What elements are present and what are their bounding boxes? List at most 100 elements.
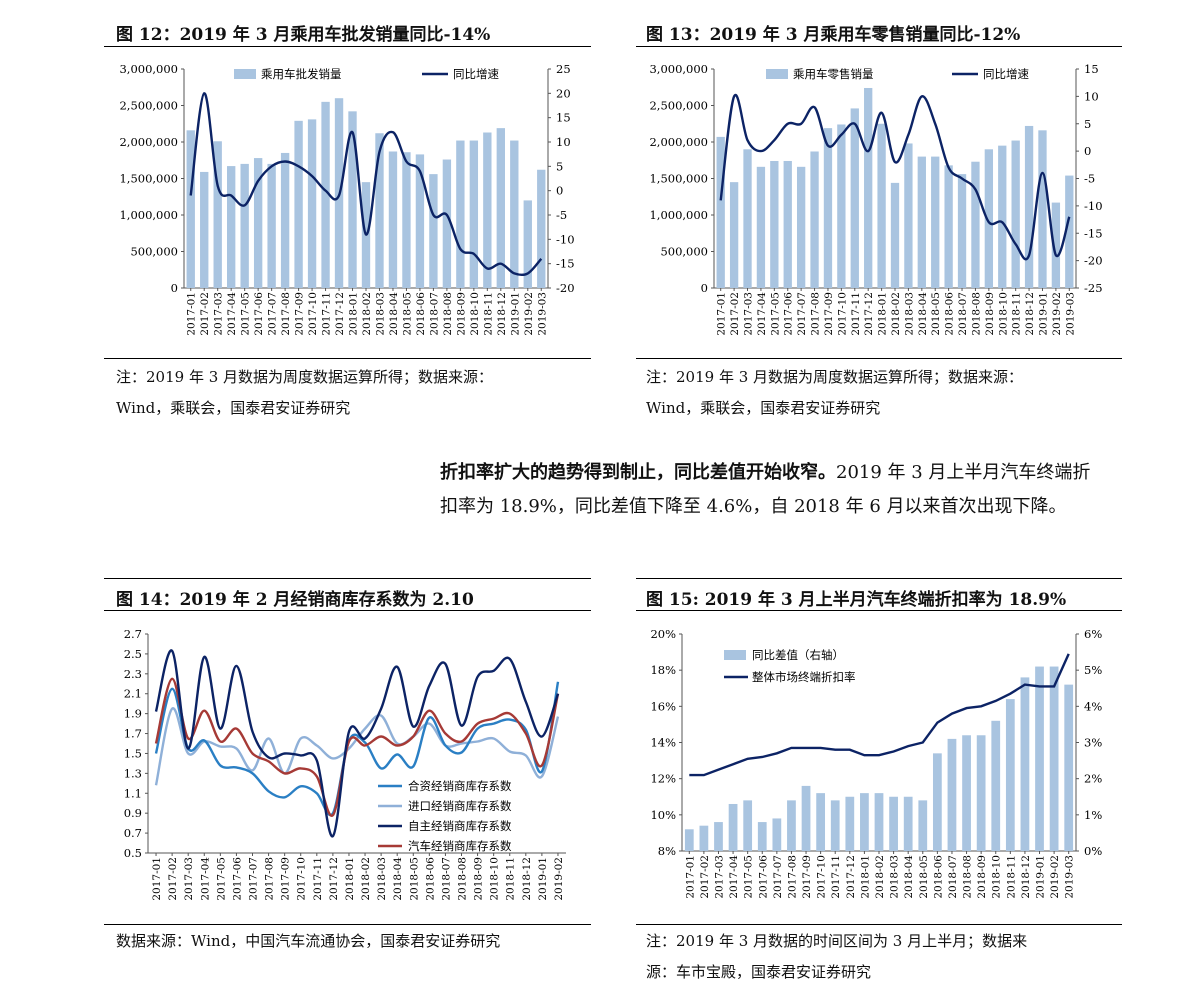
x-tick-label: 2017-05 — [215, 857, 227, 901]
legend-swatch — [234, 69, 256, 79]
legend-label: 整体市场终端折扣率 — [752, 670, 856, 684]
x-tick-label: 2018-07 — [440, 857, 452, 901]
bar — [957, 174, 967, 288]
bar — [200, 171, 209, 288]
line-series — [154, 649, 560, 838]
x-tick-label: 2017-12 — [845, 855, 857, 899]
x-tick-label: 2018-11 — [482, 292, 494, 336]
bar — [874, 793, 884, 851]
y-right-tick-label: -15 — [1084, 226, 1103, 240]
y-right-tick-label: 5 — [556, 159, 563, 173]
bar — [877, 123, 886, 288]
x-tick-label: 2017-11 — [830, 855, 842, 899]
x-tick-label: 2018-05 — [408, 857, 420, 901]
y-left-tick-label: 3,000,000 — [119, 62, 178, 76]
bar — [860, 793, 869, 851]
bar — [890, 182, 900, 288]
legend-label: 自主经销商库存系数 — [408, 819, 512, 833]
bar — [537, 169, 546, 288]
bar — [729, 182, 739, 288]
y-left-tick-label: 12% — [650, 772, 676, 786]
y-left-tick-label: 2,500,000 — [119, 99, 178, 113]
bar — [962, 735, 971, 851]
x-tick-label: 2018-12 — [1020, 855, 1032, 899]
bar — [783, 160, 792, 288]
bar — [186, 130, 195, 288]
y-tick-label: 0.5 — [124, 846, 142, 860]
x-tick-label: 2018-12 — [521, 857, 533, 901]
y-right-tick-label: 2% — [1084, 772, 1102, 786]
bar — [213, 141, 222, 288]
x-tick-label: 2017-04 — [728, 855, 740, 899]
legend-label: 汽车经销商库存系数 — [408, 839, 512, 853]
x-tick-label: 2018-01 — [348, 292, 360, 336]
x-tick-label: 2018-03 — [903, 292, 915, 336]
bar — [496, 128, 505, 288]
x-tick-label: 2017-08 — [786, 855, 798, 899]
x-tick-label: 2017-07 — [267, 292, 279, 336]
y-left-tick-label: 2,000,000 — [119, 135, 178, 149]
bar — [1024, 125, 1034, 288]
x-tick-label: 2017-11 — [850, 292, 862, 336]
x-tick-label: 2018-10 — [991, 855, 1003, 899]
x-tick-label: 2017-02 — [199, 292, 211, 336]
x-tick-label: 2018-01 — [344, 857, 356, 901]
bar — [1065, 175, 1074, 288]
y-left-tick-label: 1,500,000 — [119, 172, 178, 186]
note-line: 注：2019 年 3 月数据的时间区间为 3 月上半月；数据来 — [646, 932, 1028, 950]
x-tick-label: 2018-08 — [457, 857, 469, 901]
figure-13-note: 注：2019 年 3 月数据为周度数据运算所得；数据来源： Wind，乘联会，国… — [646, 362, 1023, 424]
x-tick-label: 2017-08 — [280, 292, 292, 336]
x-tick-label: 2017-07 — [796, 292, 808, 336]
x-tick-label: 2017-04 — [199, 857, 211, 901]
bar — [787, 800, 796, 851]
figure-14-top-rule — [104, 578, 591, 579]
y-right-tick-label: 10 — [556, 135, 571, 149]
legend-label: 乘用车零售销量 — [793, 67, 874, 81]
figure-14-note: 数据来源：Wind，中国汽车流通协会，国泰君安证券研究 — [116, 926, 500, 957]
y-right-tick-label: -10 — [1084, 199, 1103, 213]
y-tick-label: 1.9 — [124, 707, 142, 721]
y-right-tick-label: -15 — [556, 257, 575, 271]
x-tick-label: 2017-03 — [713, 855, 725, 899]
bar — [889, 796, 898, 851]
x-tick-label: 2018-08 — [962, 855, 974, 899]
y-tick-label: 1.1 — [124, 786, 142, 800]
bar — [918, 800, 928, 851]
x-tick-label: 2017-02 — [167, 857, 179, 901]
bar — [931, 156, 940, 288]
y-tick-label: 2.1 — [124, 687, 142, 701]
figure-15-note: 注：2019 年 3 月数据的时间区间为 3 月上半月；数据来 源：车市宝殿，国… — [646, 926, 1027, 988]
bar — [772, 818, 782, 851]
y-right-tick-label: 10 — [1084, 89, 1099, 103]
x-tick-label: 2019-01 — [509, 292, 521, 336]
figure-15-top-rule — [636, 578, 1122, 579]
x-tick-label: 2017-06 — [783, 292, 795, 336]
x-tick-label: 2018-08 — [970, 292, 982, 336]
line-series — [154, 677, 560, 817]
y-left-tick-label: 18% — [650, 663, 676, 677]
x-tick-label: 2018-01 — [859, 855, 871, 899]
x-tick-label: 2017-01 — [716, 292, 728, 336]
x-tick-label: 2018-07 — [957, 292, 969, 336]
x-tick-label: 2017-04 — [226, 292, 238, 336]
line-series — [189, 92, 543, 277]
x-tick-label: 2017-09 — [823, 292, 835, 336]
x-tick-label: 2018-12 — [1024, 292, 1036, 336]
x-tick-label: 2018-03 — [376, 857, 388, 901]
bar — [903, 796, 913, 851]
figure-12-title: 图 12：2019 年 3 月乘用车批发销量同比-14% — [116, 25, 491, 45]
x-tick-label: 2017-06 — [253, 292, 265, 336]
x-tick-label: 2017-05 — [769, 292, 781, 336]
x-tick-label: 2018-11 — [1011, 292, 1023, 336]
note-line: 注：2019 年 3 月数据为周度数据运算所得；数据来源： — [646, 368, 1024, 386]
x-tick-label: 2017-03 — [213, 292, 225, 336]
bar — [756, 166, 766, 288]
x-tick-label: 2018-07 — [428, 292, 440, 336]
x-tick-label: 2019-02 — [523, 292, 535, 336]
x-tick-label: 2019-01 — [537, 857, 549, 901]
x-tick-label: 2017-08 — [264, 857, 276, 901]
figure-15-title-rule — [636, 610, 1122, 611]
figure-12-chart: 0 500,000 1,000,000 1,500,000 2,000,000 2,500… — [119, 62, 575, 336]
bar — [483, 132, 492, 288]
